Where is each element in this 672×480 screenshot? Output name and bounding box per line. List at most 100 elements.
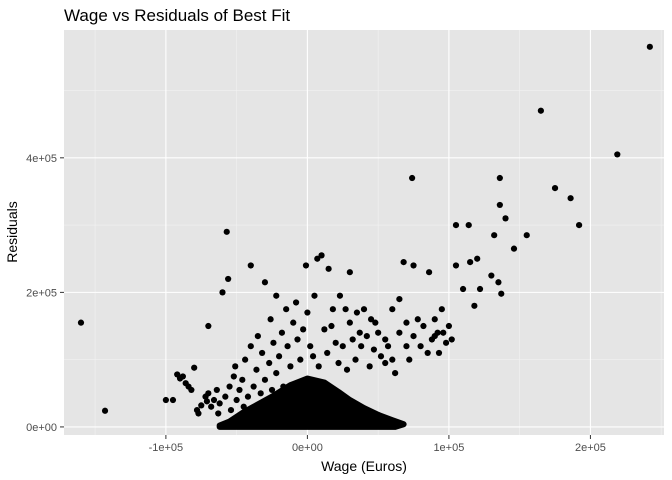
- data-point: [250, 383, 257, 390]
- data-point: [191, 364, 198, 371]
- data-point: [283, 306, 290, 313]
- data-point: [476, 285, 484, 293]
- data-point: [290, 319, 297, 326]
- data-point: [363, 333, 370, 340]
- data-point: [278, 329, 286, 336]
- data-point: [343, 366, 351, 373]
- data-point: [425, 269, 433, 276]
- data-point: [203, 398, 211, 405]
- data-point: [346, 269, 353, 276]
- data-point: [226, 383, 233, 390]
- data-point: [328, 322, 335, 330]
- data-point: [261, 376, 269, 383]
- data-point: [244, 393, 252, 400]
- data-point: [251, 410, 259, 417]
- data-point: [335, 359, 342, 367]
- data-point: [233, 396, 240, 404]
- data-point: [216, 400, 223, 407]
- data-point: [372, 319, 379, 326]
- data-point: [230, 373, 237, 380]
- data-point: [240, 403, 247, 410]
- x-tick-label: 1e+05: [433, 442, 464, 454]
- y-tick-label: 4e+05: [26, 153, 57, 165]
- x-tick-label: -1e+05: [149, 442, 184, 454]
- data-point: [329, 306, 336, 313]
- overplotted-region: [216, 375, 407, 430]
- data-point: [375, 329, 382, 336]
- data-point: [346, 319, 353, 326]
- data-point: [188, 386, 195, 394]
- data-point: [349, 336, 356, 343]
- data-point: [474, 255, 481, 262]
- data-point: [205, 322, 212, 330]
- data-point: [227, 407, 235, 414]
- data-point: [169, 396, 177, 404]
- data-point: [101, 407, 109, 414]
- data-point: [292, 299, 300, 306]
- data-point: [321, 326, 328, 333]
- data-point: [324, 349, 331, 357]
- data-point: [488, 272, 495, 279]
- data-point: [400, 259, 407, 266]
- data-point: [352, 356, 359, 363]
- data-point: [198, 402, 205, 409]
- data-point: [247, 262, 254, 269]
- x-axis-title: Wage (Euros): [321, 458, 407, 474]
- data-point: [537, 107, 544, 114]
- data-point: [302, 262, 310, 269]
- x-tick-label: 0e+00: [292, 442, 323, 454]
- data-point: [575, 221, 583, 229]
- data-point: [300, 326, 307, 333]
- data-point: [268, 386, 276, 394]
- data-point: [236, 386, 243, 394]
- data-point: [287, 363, 294, 370]
- plot-panel: [64, 30, 664, 435]
- minor-gridlines: [64, 30, 664, 435]
- data-point: [389, 356, 396, 363]
- data-point: [336, 292, 344, 299]
- data-point: [254, 333, 261, 340]
- data-point: [208, 403, 215, 410]
- data-point: [294, 336, 301, 343]
- data-point: [195, 410, 202, 417]
- data-point: [420, 322, 427, 330]
- data-point: [267, 316, 274, 323]
- y-tick-label: 0e+00: [26, 422, 57, 434]
- data-point: [162, 396, 169, 404]
- data-point: [222, 393, 229, 400]
- data-point: [435, 349, 443, 357]
- data-point: [358, 343, 365, 350]
- data-point: [275, 353, 283, 360]
- x-tick-label: 2e+05: [575, 442, 606, 454]
- data-point: [495, 279, 502, 286]
- data-point: [498, 290, 505, 297]
- data-point: [284, 343, 291, 350]
- data-point: [179, 373, 186, 380]
- data-point: [403, 343, 410, 350]
- data-point: [253, 366, 260, 373]
- data-point: [339, 343, 346, 350]
- data-point: [510, 245, 518, 252]
- data-point: [280, 383, 287, 390]
- data-point: [225, 275, 232, 283]
- data-point: [551, 184, 559, 192]
- data-point: [264, 396, 271, 404]
- data-point: [266, 359, 273, 367]
- data-point: [523, 232, 530, 239]
- data-point: [314, 255, 321, 262]
- data-point: [409, 174, 416, 182]
- data-point: [270, 339, 277, 346]
- data-point: [465, 221, 472, 229]
- dense-point-cloud: [216, 375, 407, 430]
- data-point: [210, 396, 218, 404]
- data-point: [445, 322, 453, 330]
- data-point: [382, 336, 389, 343]
- data-point: [223, 228, 230, 235]
- data-point: [219, 289, 226, 296]
- data-point: [448, 336, 455, 343]
- data-point: [392, 370, 399, 377]
- y-axis-title: Residuals: [4, 201, 20, 262]
- data-point: [424, 349, 431, 357]
- data-point: [389, 306, 396, 313]
